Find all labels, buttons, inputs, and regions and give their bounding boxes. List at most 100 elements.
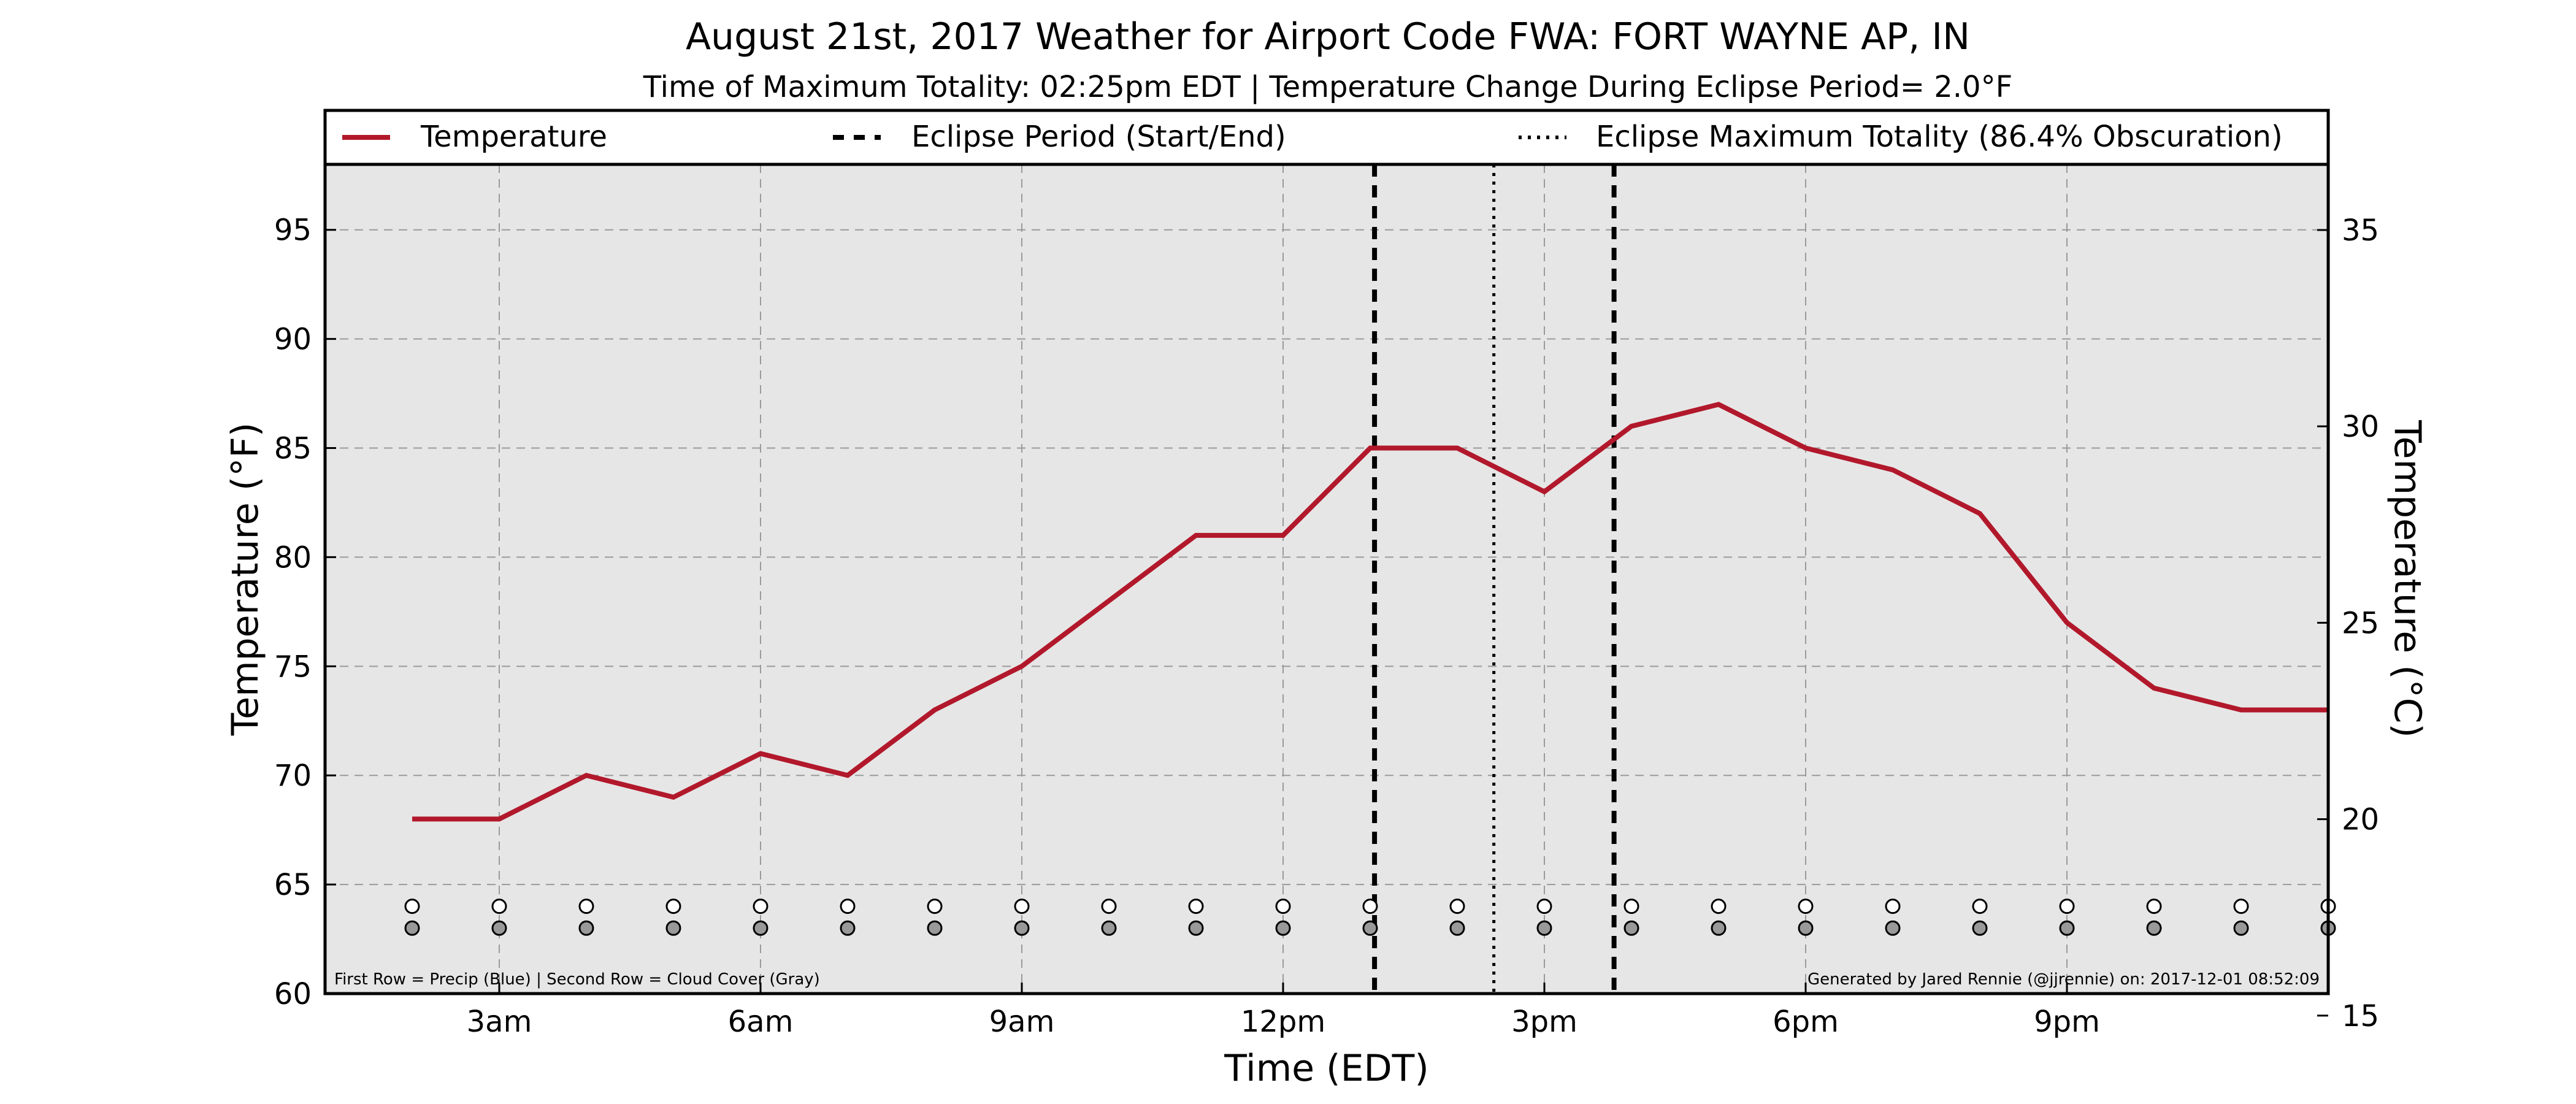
x-tick-label: 6am bbox=[728, 1005, 794, 1039]
cloud-cover-marker bbox=[1449, 920, 1465, 936]
temperature-point bbox=[1630, 424, 1633, 428]
temperature-point bbox=[2152, 686, 2156, 690]
precip-marker bbox=[2233, 899, 2249, 914]
precip-marker bbox=[2059, 899, 2075, 914]
cloud-cover-marker bbox=[1798, 920, 1814, 936]
temperature-point bbox=[759, 752, 762, 756]
cloud-cover-marker bbox=[1711, 920, 1727, 936]
legend-box bbox=[323, 109, 2330, 166]
precip-marker bbox=[1885, 899, 1901, 914]
x-tick-label: 3pm bbox=[1511, 1005, 1577, 1039]
cloud-cover-marker bbox=[1623, 920, 1639, 936]
cloud-cover-marker bbox=[1885, 920, 1901, 936]
x-axis-label: Time (EDT) bbox=[1224, 1047, 1429, 1090]
cloud-cover-marker bbox=[2146, 920, 2162, 936]
x-tick-label: 6pm bbox=[1773, 1005, 1839, 1039]
temperature-point bbox=[1891, 468, 1895, 472]
cloud-cover-marker bbox=[665, 920, 681, 936]
cloud-cover-marker bbox=[1972, 920, 1988, 936]
cloud-cover-marker bbox=[1536, 920, 1552, 936]
temperature-point bbox=[585, 773, 588, 777]
temperature-point bbox=[1107, 599, 1111, 603]
precip-marker bbox=[1449, 899, 1465, 914]
y-axis-label: Temperature (°F) bbox=[224, 423, 267, 736]
precip-marker bbox=[1711, 899, 1727, 914]
y2-tick-label: 15 bbox=[2342, 999, 2379, 1033]
cloud-cover-marker bbox=[1101, 920, 1117, 936]
temperature-point bbox=[1020, 664, 1024, 668]
cloud-cover-marker bbox=[1188, 920, 1204, 936]
precip-marker bbox=[927, 899, 943, 914]
cloud-cover-marker bbox=[2059, 920, 2075, 936]
cloud-cover-marker bbox=[491, 920, 507, 936]
y-tick-label: 75 bbox=[274, 650, 312, 684]
legend-label-eclipse-max: Eclipse Maximum Totality (86.4% Obscurat… bbox=[1596, 120, 2283, 154]
eclipse-lines bbox=[1372, 164, 1617, 994]
temperature-point bbox=[1281, 534, 1285, 537]
y-tick-label: 70 bbox=[274, 759, 312, 793]
temperature-point bbox=[1368, 447, 1372, 450]
legend: Temperature Eclipse Period (Start/End) E… bbox=[323, 109, 2330, 166]
precip-marker bbox=[1798, 899, 1814, 914]
cloud-cover-marker bbox=[927, 920, 943, 936]
precip-marker bbox=[840, 899, 856, 914]
temperature-point bbox=[1804, 447, 1807, 450]
precip-marker bbox=[1536, 899, 1552, 914]
precip-marker bbox=[1623, 899, 1639, 914]
temperature-point bbox=[410, 817, 414, 821]
precip-marker bbox=[665, 899, 681, 914]
temperature-point bbox=[672, 795, 675, 799]
y-tick-label: 60 bbox=[274, 977, 312, 1011]
x-tick-label: 9am bbox=[989, 1005, 1055, 1039]
x-tick-label: 12pm bbox=[1241, 1005, 1325, 1039]
precip-marker bbox=[1014, 899, 1030, 914]
temperature-line bbox=[412, 402, 2328, 822]
y-axis-ticks: 60 65 70 75 80 85 90 95 bbox=[274, 213, 336, 1011]
cloud-cover-marker bbox=[578, 920, 594, 936]
precip-marker bbox=[1972, 899, 1988, 914]
footnote-right: Generated by Jared Rennie (@jjrennie) on… bbox=[1807, 970, 2320, 989]
temperature-point bbox=[497, 817, 501, 821]
precip-marker bbox=[578, 899, 594, 914]
precip-marker bbox=[1275, 899, 1291, 914]
footnote-left: First Row = Precip (Blue) | Second Row =… bbox=[334, 970, 820, 989]
temperature-series bbox=[410, 402, 2328, 822]
x-tick-label: 9pm bbox=[2034, 1005, 2100, 1039]
temperature-point bbox=[1717, 402, 1720, 406]
temperature-point bbox=[1543, 490, 1546, 494]
y2-axis-ticks: 15 20 25 30 35 bbox=[2317, 213, 2379, 1033]
legend-label-temperature: Temperature bbox=[420, 120, 607, 154]
legend-label-eclipse-period: Eclipse Period (Start/End) bbox=[911, 120, 1286, 154]
cloud-cover-marker bbox=[2233, 920, 2249, 936]
cloud-cover-marker bbox=[1014, 920, 1030, 936]
cloud-cover-marker bbox=[840, 920, 856, 936]
condition-markers bbox=[404, 899, 2336, 936]
chart-title: August 21st, 2017 Weather for Airport Co… bbox=[686, 15, 1970, 58]
chart-subtitle: Time of Maximum Totality: 02:25pm EDT | … bbox=[643, 70, 2012, 104]
temperature-point bbox=[1978, 512, 1982, 515]
y-tick-label: 95 bbox=[274, 213, 312, 248]
precip-marker bbox=[404, 899, 420, 914]
precip-marker bbox=[1101, 899, 1117, 914]
precip-marker bbox=[491, 899, 507, 914]
cloud-cover-marker bbox=[1275, 920, 1291, 936]
precip-marker bbox=[1362, 899, 1378, 914]
temperature-point bbox=[1455, 447, 1459, 450]
temperature-point bbox=[846, 773, 849, 777]
temperature-point bbox=[2065, 621, 2069, 624]
y2-tick-label: 20 bbox=[2342, 803, 2379, 837]
plot-area bbox=[325, 164, 2328, 994]
grid-lines bbox=[325, 164, 2328, 994]
y-tick-label: 65 bbox=[274, 868, 312, 902]
y2-axis-label: Temperature (°C) bbox=[2386, 420, 2429, 738]
temperature-point bbox=[933, 708, 937, 711]
x-tick-label: 3am bbox=[467, 1005, 532, 1039]
temperature-point bbox=[1194, 534, 1198, 537]
precip-marker bbox=[753, 899, 769, 914]
x-axis-ticks: 3am 6am 9am 12pm 3pm 6pm 9pm bbox=[467, 983, 2100, 1039]
precip-marker bbox=[2146, 899, 2162, 914]
y2-tick-label: 25 bbox=[2342, 606, 2379, 640]
temperature-point bbox=[2239, 708, 2243, 711]
y2-tick-label: 30 bbox=[2342, 410, 2379, 444]
